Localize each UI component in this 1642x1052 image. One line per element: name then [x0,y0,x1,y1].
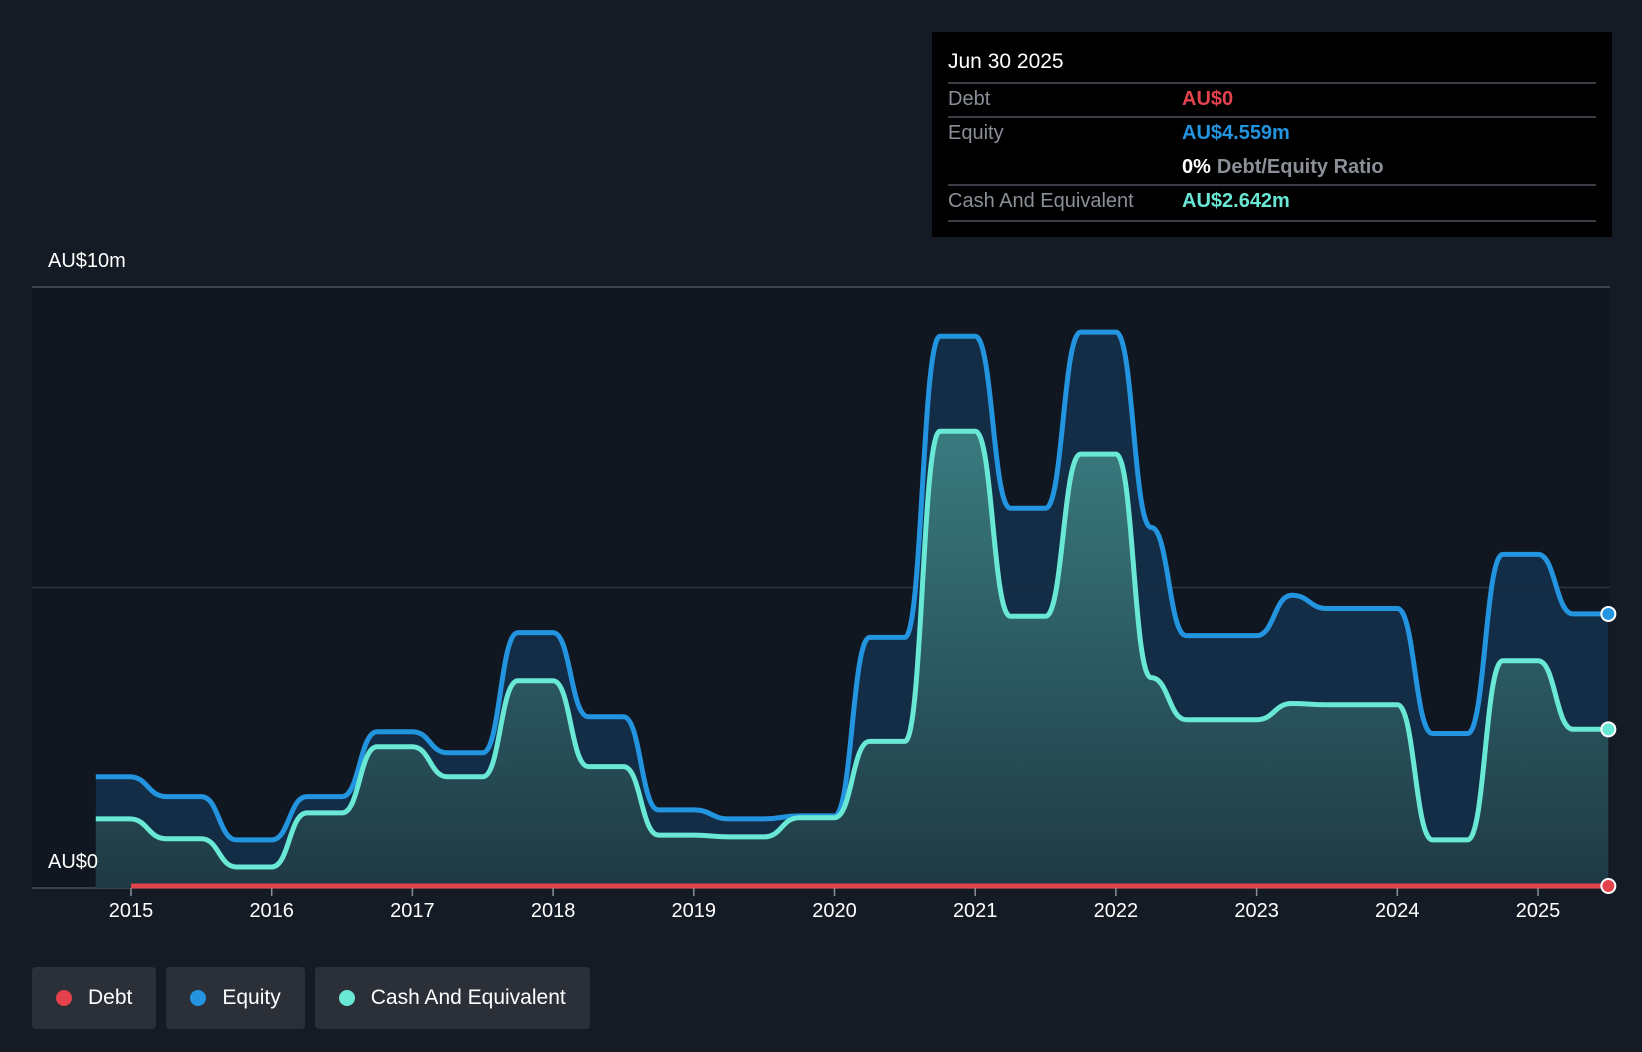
debt-end-point [1600,878,1617,894]
tooltip-date: Jun 30 2025 [948,50,1064,73]
tooltip-debt-label: Debt [948,88,991,110]
x-tick-label: 2016 [249,900,294,922]
x-tick-label: 2020 [812,900,857,922]
x-tick-label: 2024 [1375,900,1420,922]
tooltip-ratio-value: 0% [1182,156,1211,178]
tooltip-row-cash: Cash And Equivalent AU$2.642m [948,184,1596,218]
x-tick-label: 2015 [108,900,154,922]
equity-end-point [1600,605,1617,622]
x-tick-label: 2019 [671,900,717,922]
x-tick-label: 2017 [390,900,435,922]
tooltip-row-ratio: 0% Debt/Equity Ratio [948,150,1596,184]
equity-line [95,329,1609,843]
legend-item-debt[interactable]: Debt [32,967,157,1029]
cash-end-point [1600,721,1617,738]
y-axis-label-top: AU$10m [48,250,126,272]
tooltip-equity-value: AU$4.559m [1182,122,1290,144]
legend-equity-label: Equity [222,986,281,1009]
legend-item-equity[interactable]: Equity [166,967,305,1029]
tooltip: Jun 30 2025 Debt AU$0 Equity AU$4.559m 0… [932,32,1612,237]
tooltip-cash-label: Cash And Equivalent [948,190,1134,212]
x-tick-label: 2025 [1515,900,1561,922]
tooltip-debt-value: AU$0 [1182,88,1234,110]
x-tick-label: 2023 [1234,900,1279,922]
x-tick-label: 2022 [1093,900,1139,922]
tooltip-ratio-label: Debt/Equity Ratio [1216,156,1384,178]
tooltip-row-equity: Equity AU$4.559m [948,116,1596,150]
tooltip-cash-value: AU$2.642m [1182,190,1290,212]
tooltip-divider [948,220,1596,222]
cash-dot-icon [338,990,355,1006]
equity-dot-icon [190,990,207,1006]
tooltip-row-debt: Debt AU$0 [948,82,1596,116]
x-tick-label: 2021 [952,900,998,922]
tooltip-divider [948,82,1596,84]
y-axis-label-bottom: AU$0 [48,851,99,873]
tooltip-equity-label: Equity [948,122,1004,144]
legend-item-cash[interactable]: Cash And Equivalent [314,967,590,1029]
legend-debt-label: Debt [88,986,133,1009]
legend: Debt Equity Cash And Equivalent [32,967,590,1029]
tooltip-divider [948,116,1596,118]
legend-cash-label: Cash And Equivalent [370,986,566,1009]
tooltip-divider [948,184,1596,186]
debt-dot-icon [56,990,72,1006]
cash-area [95,431,1609,888]
cash-line [95,428,1609,870]
tooltip-ratio: 0% Debt/Equity Ratio [1182,156,1384,179]
x-tick-label: 2018 [530,900,576,922]
